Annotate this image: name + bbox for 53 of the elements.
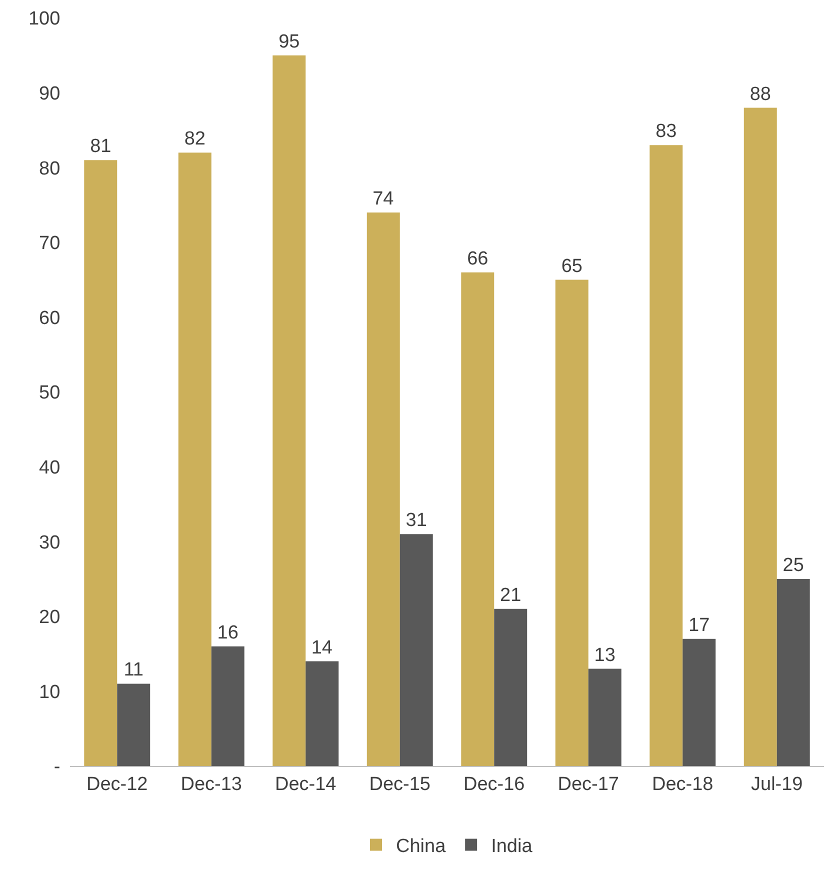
y-tick-label: 100 <box>28 8 60 30</box>
x-tick-label: Jul-19 <box>751 774 803 795</box>
legend-label: India <box>491 836 533 858</box>
bar <box>117 684 150 766</box>
y-tick-label: 30 <box>39 532 60 554</box>
bar <box>306 661 339 766</box>
data-label: 21 <box>500 584 522 606</box>
data-label: 81 <box>90 136 112 158</box>
legend-label: China <box>396 836 446 858</box>
bar <box>178 152 212 766</box>
data-label: 14 <box>311 637 333 658</box>
y-tick-label: 80 <box>39 158 60 180</box>
bar <box>744 108 777 766</box>
x-tick-label: Dec-16 <box>464 774 525 795</box>
data-label: 82 <box>184 128 206 150</box>
y-tick-label: 60 <box>39 308 60 329</box>
data-label: 65 <box>561 256 582 277</box>
bar <box>588 668 622 766</box>
x-tick-label: Dec-12 <box>86 774 148 795</box>
bar <box>400 534 433 766</box>
x-tick-label: Dec-17 <box>558 774 620 795</box>
data-label: 88 <box>750 84 771 105</box>
bar <box>84 160 118 766</box>
y-tick-label: - <box>54 756 60 778</box>
y-tick-label: 20 <box>39 607 60 628</box>
y-tick-label: 50 <box>39 382 60 404</box>
bar <box>494 608 528 766</box>
y-tick-label: 90 <box>39 83 60 104</box>
data-label: 16 <box>217 622 238 644</box>
bar <box>366 212 400 766</box>
data-label: 83 <box>656 121 677 142</box>
data-label: 11 <box>124 660 144 681</box>
bar <box>776 579 810 766</box>
data-label: 66 <box>467 248 488 270</box>
bar <box>272 55 306 766</box>
data-label: 95 <box>278 31 300 52</box>
y-tick-label: 40 <box>39 457 60 478</box>
x-tick-label: Dec-13 <box>180 774 242 795</box>
y-tick-label: 10 <box>39 682 60 703</box>
bar <box>461 272 494 766</box>
x-tick-label: Dec-18 <box>652 774 714 795</box>
bar <box>211 646 244 766</box>
data-label: 17 <box>688 614 710 636</box>
data-label: 13 <box>594 644 616 666</box>
data-label: 25 <box>782 555 804 576</box>
bar <box>555 280 588 766</box>
data-label: 31 <box>406 510 427 532</box>
x-tick-label: Dec-14 <box>275 774 337 795</box>
data-label: 74 <box>372 188 394 210</box>
x-tick-label: Dec-15 <box>369 774 431 795</box>
bar <box>650 145 683 766</box>
y-tick-label: 70 <box>39 233 60 254</box>
bar <box>682 638 716 766</box>
